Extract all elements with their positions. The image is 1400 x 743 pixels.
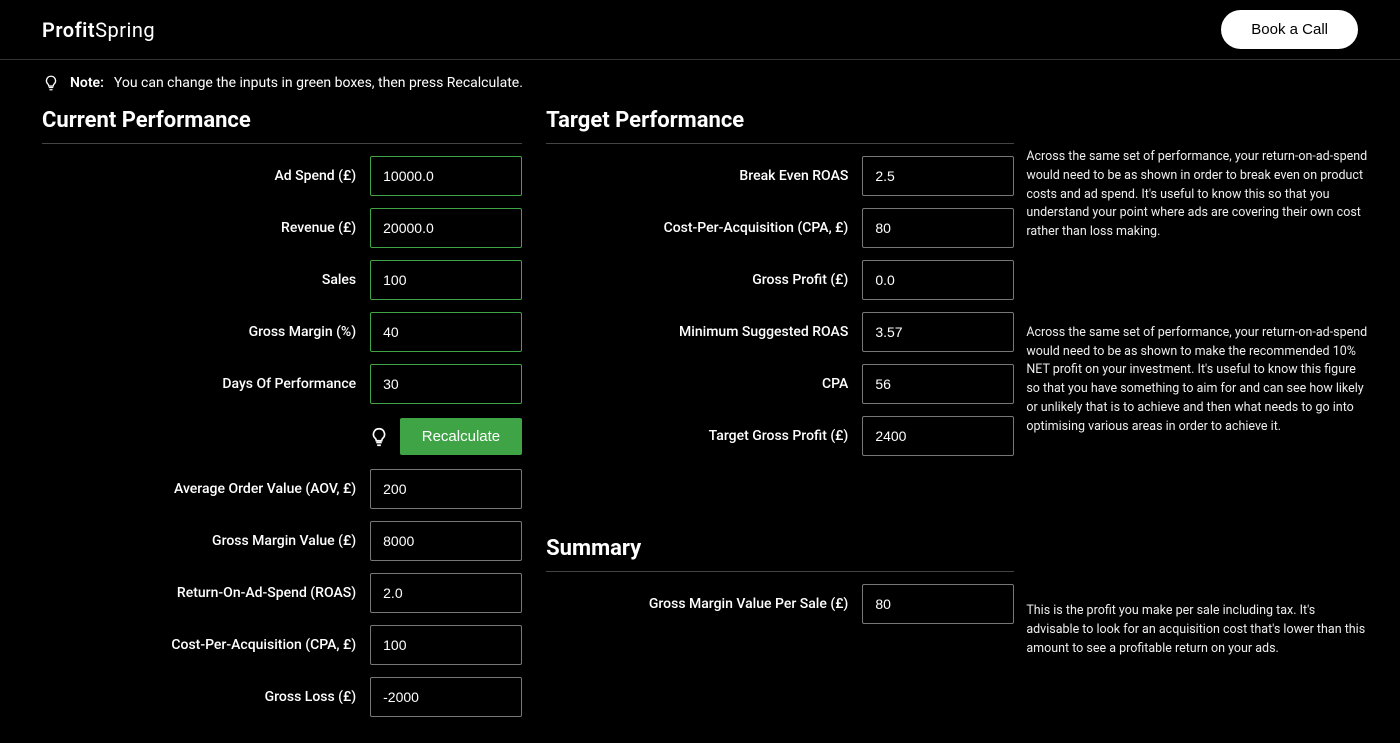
label-cpa2: CPA [546, 376, 862, 392]
output-cpa2 [862, 364, 1014, 404]
current-performance-section: Current Performance Ad Spend (£) Revenue… [42, 102, 522, 729]
row-roas: Return-On-Ad-Spend (ROAS) [42, 573, 522, 613]
row-revenue: Revenue (£) [42, 208, 522, 248]
input-revenue[interactable] [370, 208, 522, 248]
label-roas: Return-On-Ad-Spend (ROAS) [42, 585, 370, 601]
lightbulb-icon [42, 74, 60, 92]
label-ad-spend: Ad Spend (£) [42, 168, 370, 184]
label-aov: Average Order Value (AOV, £) [42, 481, 370, 497]
main: Current Performance Ad Spend (£) Revenue… [0, 102, 1400, 729]
row-gmv-per-sale: Gross Margin Value Per Sale (£) [546, 584, 1014, 624]
row-cpa2: CPA [546, 364, 1014, 404]
label-target-cpa: Cost-Per-Acquisition (CPA, £) [546, 220, 862, 236]
row-aov: Average Order Value (AOV, £) [42, 469, 522, 509]
book-call-button[interactable]: Book a Call [1221, 10, 1358, 49]
row-target-cpa: Cost-Per-Acquisition (CPA, £) [546, 208, 1014, 248]
input-days[interactable] [370, 364, 522, 404]
output-gmv-per-sale [862, 584, 1014, 624]
logo-bold: Profit [42, 18, 95, 42]
label-gross-loss: Gross Loss (£) [42, 689, 370, 705]
row-gmv: Gross Margin Value (£) [42, 521, 522, 561]
header: ProfitSpring Book a Call [0, 0, 1400, 60]
note-bar: Note: You can change the inputs in green… [0, 60, 1400, 102]
label-days: Days Of Performance [42, 376, 370, 392]
output-break-even-roas [862, 156, 1014, 196]
label-gross-profit: Gross Profit (£) [546, 272, 862, 288]
current-title: Current Performance [42, 108, 522, 144]
label-target-gross-profit: Target Gross Profit (£) [546, 428, 862, 444]
output-gross-profit [862, 260, 1014, 300]
output-target-cpa [862, 208, 1014, 248]
row-ad-spend: Ad Spend (£) [42, 156, 522, 196]
row-gross-margin-pct: Gross Margin (%) [42, 312, 522, 352]
label-sales: Sales [42, 272, 370, 288]
output-target-gross-profit [862, 416, 1014, 456]
target-performance-section: Target Performance Break Even ROAS Cost-… [546, 102, 1014, 729]
input-gross-margin-pct[interactable] [370, 312, 522, 352]
row-sales: Sales [42, 260, 522, 300]
logo: ProfitSpring [42, 18, 155, 42]
label-revenue: Revenue (£) [42, 220, 370, 236]
label-gmv: Gross Margin Value (£) [42, 533, 370, 549]
summary-title: Summary [546, 536, 1014, 572]
row-gross-loss: Gross Loss (£) [42, 677, 522, 717]
target-title: Target Performance [546, 108, 1014, 144]
row-days: Days Of Performance [42, 364, 522, 404]
output-roas [370, 573, 522, 613]
note-text: You can change the inputs in green boxes… [114, 75, 523, 91]
label-gmv-per-sale: Gross Margin Value Per Sale (£) [546, 596, 862, 612]
row-min-roas: Minimum Suggested ROAS [546, 312, 1014, 352]
help-min-roas: Across the same set of performance, your… [1026, 324, 1370, 437]
recalculate-button[interactable]: Recalculate [400, 418, 522, 455]
row-cpa: Cost-Per-Acquisition (CPA, £) [42, 625, 522, 665]
logo-light: Spring [95, 18, 155, 42]
output-gross-loss [370, 677, 522, 717]
input-ad-spend[interactable] [370, 156, 522, 196]
help-column: Across the same set of performance, your… [1026, 102, 1370, 729]
label-min-roas: Minimum Suggested ROAS [546, 324, 862, 340]
output-gmv [370, 521, 522, 561]
note-label: Note: [70, 75, 104, 91]
output-min-roas [862, 312, 1014, 352]
row-gross-profit: Gross Profit (£) [546, 260, 1014, 300]
row-break-even-roas: Break Even ROAS [546, 156, 1014, 196]
help-break-even: Across the same set of performance, your… [1026, 148, 1370, 242]
row-target-gross-profit: Target Gross Profit (£) [546, 416, 1014, 456]
help-summary: This is the profit you make per sale inc… [1026, 602, 1370, 658]
label-cpa: Cost-Per-Acquisition (CPA, £) [42, 637, 370, 653]
recalculate-row: Recalculate [42, 418, 522, 455]
output-cpa [370, 625, 522, 665]
label-gross-margin-pct: Gross Margin (%) [42, 324, 370, 340]
input-sales[interactable] [370, 260, 522, 300]
output-aov [370, 469, 522, 509]
lightbulb-icon [368, 426, 390, 448]
label-break-even-roas: Break Even ROAS [546, 168, 862, 184]
